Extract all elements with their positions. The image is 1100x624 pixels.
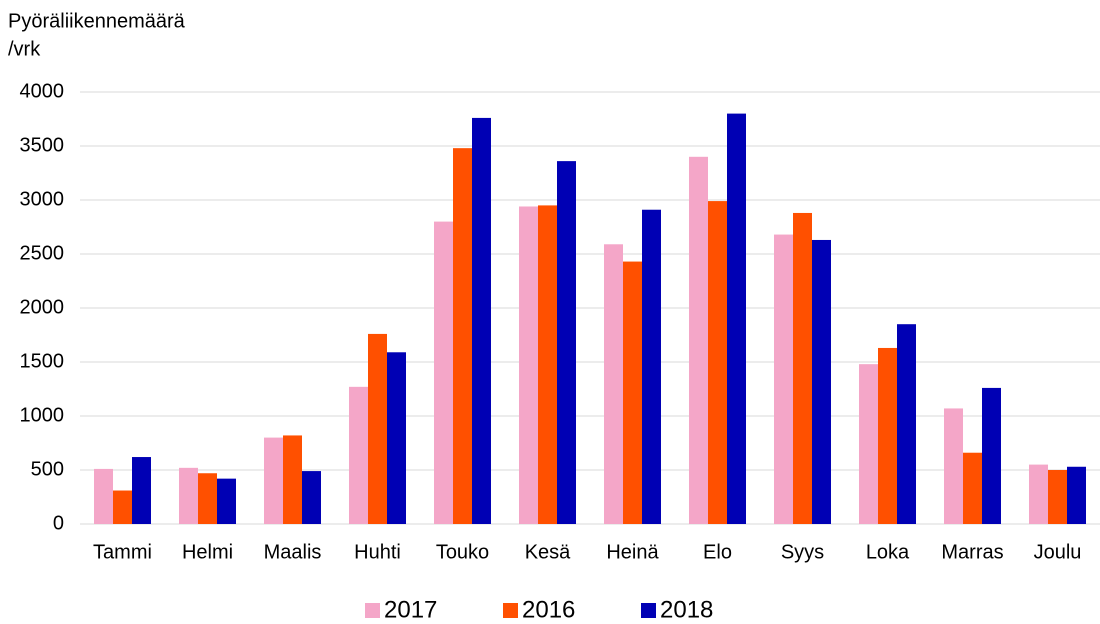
- y-tick-label: 1500: [20, 350, 65, 372]
- bar: [198, 473, 217, 524]
- bar: [708, 201, 727, 524]
- bar: [519, 206, 538, 525]
- legend-swatch: [503, 603, 518, 618]
- legend-label: 2017: [384, 596, 437, 623]
- bar: [434, 221, 453, 524]
- bar: [283, 435, 302, 524]
- y-tick-label: 3500: [20, 134, 65, 156]
- bar: [94, 468, 113, 524]
- bar: [859, 364, 878, 524]
- legend-label: 2018: [660, 596, 713, 623]
- legend-label: 2016: [522, 596, 575, 623]
- x-tick-label: Joulu: [1034, 541, 1082, 563]
- y-tick-label: 500: [31, 458, 64, 480]
- bar: [897, 324, 916, 524]
- bar: [302, 471, 321, 524]
- x-tick-label: Helmi: [182, 541, 233, 563]
- y-tick-label: 2500: [20, 242, 65, 264]
- bar: [774, 234, 793, 524]
- x-tick-label: Touko: [436, 541, 489, 563]
- bar: [264, 437, 283, 524]
- y-axis-label: /vrk: [8, 38, 41, 60]
- bar: [982, 387, 1001, 524]
- y-tick-label: 3000: [20, 188, 65, 210]
- bar: [793, 212, 812, 524]
- bar: [623, 261, 642, 524]
- x-tick-label: Syys: [781, 541, 824, 563]
- bar: [642, 209, 661, 524]
- y-tick-label: 0: [53, 512, 64, 534]
- x-tick-label: Maalis: [264, 541, 322, 563]
- y-tick-label: 1000: [20, 404, 65, 426]
- y-axis-label: Pyöräliikennemäärä: [8, 10, 186, 32]
- bar: [132, 457, 151, 524]
- bar: [368, 333, 387, 524]
- bar: [1048, 470, 1067, 524]
- y-tick-label: 2000: [20, 296, 65, 318]
- bar: [689, 156, 708, 525]
- bar: [604, 244, 623, 524]
- bar: [113, 490, 132, 524]
- bar: [387, 352, 406, 524]
- bar: [453, 148, 472, 524]
- bar: [217, 478, 236, 524]
- x-tick-label: Elo: [703, 541, 732, 563]
- x-tick-label: Huhti: [354, 541, 401, 563]
- bar: [538, 205, 557, 524]
- bar: [963, 452, 982, 524]
- bar: [944, 408, 963, 524]
- bar: [878, 347, 897, 524]
- bar: [557, 161, 576, 524]
- x-tick-label: Loka: [866, 541, 910, 563]
- y-tick-label: 4000: [20, 80, 65, 102]
- bar: [727, 113, 746, 524]
- x-tick-label: Marras: [941, 541, 1003, 563]
- x-tick-label: Kesä: [525, 541, 571, 563]
- x-tick-label: Tammi: [93, 541, 152, 563]
- legend-swatch: [365, 603, 380, 618]
- bar: [349, 386, 368, 524]
- bar: [812, 239, 831, 524]
- bar: [1067, 466, 1086, 524]
- bar: [1029, 464, 1048, 524]
- x-tick-label: Heinä: [606, 541, 659, 563]
- legend-swatch: [641, 603, 656, 618]
- bar: [472, 117, 491, 525]
- bar: [179, 467, 198, 524]
